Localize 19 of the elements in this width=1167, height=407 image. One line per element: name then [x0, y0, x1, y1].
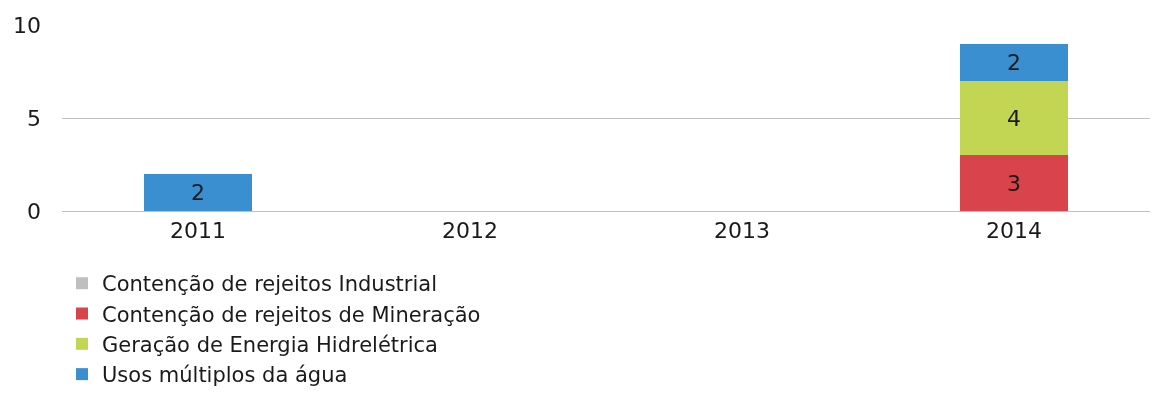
legend-label: Usos múltiplos da água — [102, 363, 348, 388]
legend-label: Contenção de rejeitos Industrial — [102, 272, 438, 297]
data-label: 3 — [1007, 170, 1021, 196]
legend-label: Contenção de rejeitos de Mineração — [102, 302, 481, 327]
bar — [959, 155, 1069, 211]
x-tick-label: 2012 — [442, 218, 498, 244]
data-label: 2 — [1007, 49, 1021, 75]
y-tick-label: 5 — [27, 105, 41, 131]
bar — [959, 43, 1069, 81]
data-label: 2 — [191, 179, 205, 205]
y-tick-label: 10 — [13, 12, 41, 38]
legend-label: Geração de Energia Hidrelétrica — [102, 333, 438, 358]
bar — [143, 173, 253, 211]
x-tick-label: 2014 — [986, 218, 1042, 244]
y-tick-label: 0 — [27, 198, 41, 224]
data-label: 4 — [1007, 105, 1021, 131]
x-tick-label: 2011 — [170, 218, 226, 244]
x-tick-label: 2013 — [714, 218, 770, 244]
bar — [959, 80, 1069, 156]
